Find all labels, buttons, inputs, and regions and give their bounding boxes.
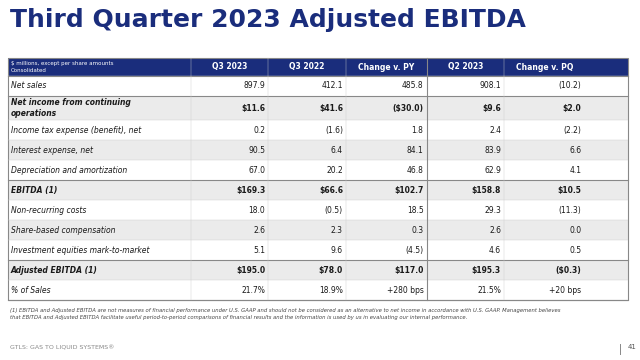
Text: Q2 2023: Q2 2023 <box>447 63 483 72</box>
Text: $169.3: $169.3 <box>236 186 266 195</box>
Text: 29.3: 29.3 <box>484 206 501 215</box>
Text: 0.0: 0.0 <box>570 226 582 235</box>
Text: Adjusted EBITDA (1): Adjusted EBITDA (1) <box>11 266 98 275</box>
Text: $78.0: $78.0 <box>319 266 343 275</box>
Text: 2.6: 2.6 <box>253 226 266 235</box>
Text: +280 bps: +280 bps <box>387 285 424 294</box>
Text: $158.8: $158.8 <box>472 186 501 195</box>
Text: Interest expense, net: Interest expense, net <box>11 146 93 155</box>
Text: 67.0: 67.0 <box>248 166 266 175</box>
Text: 41: 41 <box>628 344 636 350</box>
Bar <box>8 180 628 200</box>
Text: (11.3): (11.3) <box>559 206 582 215</box>
Text: 21.5%: 21.5% <box>477 285 501 294</box>
Bar <box>8 220 628 240</box>
Text: $9.6: $9.6 <box>483 104 501 113</box>
Text: 0.3: 0.3 <box>412 226 424 235</box>
Text: (2.2): (2.2) <box>564 126 582 135</box>
Bar <box>8 140 628 160</box>
Text: 412.1: 412.1 <box>321 81 343 90</box>
Text: Share-based compensation: Share-based compensation <box>11 226 115 235</box>
Text: $102.7: $102.7 <box>394 186 424 195</box>
Text: 5.1: 5.1 <box>253 246 266 255</box>
Text: 897.9: 897.9 <box>244 81 266 90</box>
Text: 18.0: 18.0 <box>249 206 266 215</box>
Text: $66.6: $66.6 <box>319 186 343 195</box>
Text: $117.0: $117.0 <box>394 266 424 275</box>
Text: Q3 2023: Q3 2023 <box>212 63 247 72</box>
Text: 908.1: 908.1 <box>479 81 501 90</box>
Text: 2.6: 2.6 <box>489 226 501 235</box>
Text: 6.4: 6.4 <box>331 146 343 155</box>
Text: (4.5): (4.5) <box>405 246 424 255</box>
Text: Income tax expense (benefit), net: Income tax expense (benefit), net <box>11 126 141 135</box>
Text: (1.6): (1.6) <box>325 126 343 135</box>
Text: (10.2): (10.2) <box>559 81 582 90</box>
Text: EBITDA (1): EBITDA (1) <box>11 186 58 195</box>
Text: Non-recurring costs: Non-recurring costs <box>11 206 86 215</box>
Text: 0.2: 0.2 <box>253 126 266 135</box>
Text: Investment equities mark-to-market: Investment equities mark-to-market <box>11 246 150 255</box>
Text: Third Quarter 2023 Adjusted EBITDA: Third Quarter 2023 Adjusted EBITDA <box>10 8 526 32</box>
Text: ($30.0): ($30.0) <box>392 104 424 113</box>
Text: 6.6: 6.6 <box>570 146 582 155</box>
Text: % of Sales: % of Sales <box>11 285 51 294</box>
Text: Net sales: Net sales <box>11 81 46 90</box>
Text: $11.6: $11.6 <box>241 104 266 113</box>
Text: $2.0: $2.0 <box>563 104 582 113</box>
Text: 84.1: 84.1 <box>407 146 424 155</box>
Bar <box>8 120 628 140</box>
Text: 1.8: 1.8 <box>412 126 424 135</box>
Bar <box>8 76 628 96</box>
Text: 485.8: 485.8 <box>402 81 424 90</box>
Text: $10.5: $10.5 <box>557 186 582 195</box>
Text: $195.0: $195.0 <box>236 266 266 275</box>
Text: 4.6: 4.6 <box>489 246 501 255</box>
Text: Change v. PY: Change v. PY <box>358 63 414 72</box>
Bar <box>8 58 628 300</box>
Text: $41.6: $41.6 <box>319 104 343 113</box>
Bar <box>8 200 628 220</box>
Bar <box>8 280 628 300</box>
Text: 18.5: 18.5 <box>407 206 424 215</box>
Text: Depreciation and amortization: Depreciation and amortization <box>11 166 127 175</box>
Text: 20.2: 20.2 <box>326 166 343 175</box>
Bar <box>8 58 628 76</box>
Text: 21.7%: 21.7% <box>241 285 266 294</box>
Text: $195.3: $195.3 <box>472 266 501 275</box>
Text: (1) EBITDA and Adjusted EBITDA are not measures of financial performance under U: (1) EBITDA and Adjusted EBITDA are not m… <box>10 308 561 320</box>
Text: 4.1: 4.1 <box>570 166 582 175</box>
Text: 62.9: 62.9 <box>484 166 501 175</box>
Text: 2.4: 2.4 <box>489 126 501 135</box>
Text: 0.5: 0.5 <box>570 246 582 255</box>
Text: ($0.3): ($0.3) <box>556 266 582 275</box>
Text: 9.6: 9.6 <box>331 246 343 255</box>
Text: 18.9%: 18.9% <box>319 285 343 294</box>
Text: 90.5: 90.5 <box>248 146 266 155</box>
Text: Change v. PQ: Change v. PQ <box>516 63 573 72</box>
Text: +20 bps: +20 bps <box>550 285 582 294</box>
Text: Q3 2022: Q3 2022 <box>289 63 325 72</box>
Text: Net income from continuing
operations: Net income from continuing operations <box>11 98 131 118</box>
Text: 83.9: 83.9 <box>484 146 501 155</box>
Bar <box>8 160 628 180</box>
Bar <box>8 240 628 260</box>
Text: GTLS: GAS TO LIQUID SYSTEMS®: GTLS: GAS TO LIQUID SYSTEMS® <box>10 345 115 350</box>
Text: (0.5): (0.5) <box>324 206 343 215</box>
Bar <box>8 260 628 280</box>
Text: $ millions, except per share amounts
Consolidated: $ millions, except per share amounts Con… <box>11 62 113 73</box>
Text: 46.8: 46.8 <box>406 166 424 175</box>
Bar <box>8 96 628 120</box>
Text: 2.3: 2.3 <box>331 226 343 235</box>
